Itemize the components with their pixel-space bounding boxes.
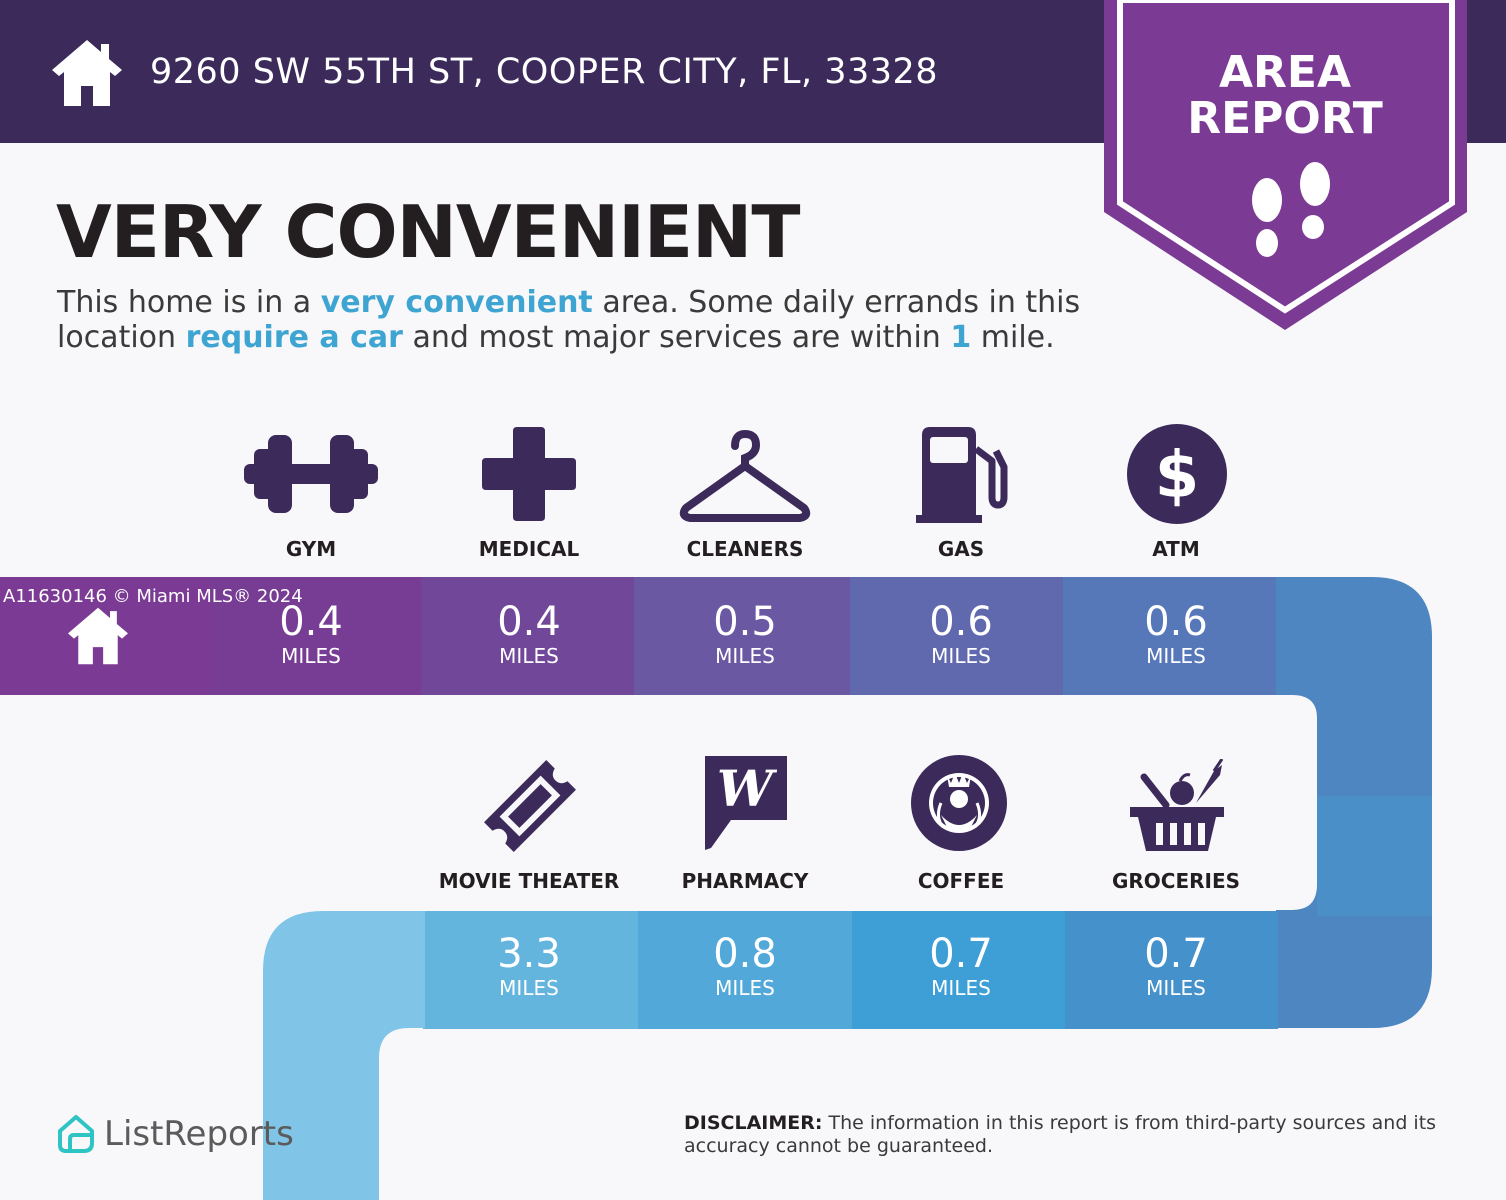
road-segment <box>1063 577 1278 695</box>
road-segment <box>850 577 1065 695</box>
distance-unit: MILES <box>499 976 559 1000</box>
distance-unit: MILES <box>715 644 775 668</box>
road-segment <box>423 911 638 1029</box>
distance-value: 0.4 <box>497 599 561 645</box>
road-segment <box>1063 911 1278 1029</box>
dollar-icon: $ <box>1127 424 1227 524</box>
distance-medical: 0.4 MILES <box>429 600 629 668</box>
area-report-badge <box>1104 0 1467 330</box>
desc-highlight: very convenient <box>320 285 593 320</box>
grocery-basket-icon <box>1130 759 1224 851</box>
distance-value: 0.6 <box>929 599 993 645</box>
amenity-label-movie-theater: MOVIE THEATER <box>438 869 620 893</box>
description: This home is in a very convenient area. … <box>57 285 1117 355</box>
amenity-label-pharmacy: PHARMACY <box>681 869 809 893</box>
desc-highlight: require a car <box>185 320 403 355</box>
badge-line-1: AREA <box>1218 47 1352 98</box>
distance-value: 0.5 <box>713 599 777 645</box>
area-report-title: AREA REPORT <box>1140 50 1430 142</box>
footprints-icon <box>1252 162 1330 257</box>
distance-cleaners: 0.5 MILES <box>645 600 845 668</box>
amenity-label-gym: GYM <box>285 537 337 561</box>
road-segment <box>210 577 423 695</box>
mls-watermark: A11630146 © Miami MLS® 2024 <box>3 586 303 607</box>
distance-value: 0.4 <box>279 599 343 645</box>
distance-unit: MILES <box>715 976 775 1000</box>
hanger-icon <box>679 429 811 522</box>
amenity-label-cleaners: CLEANERS <box>686 537 804 561</box>
badge-line-2: REPORT <box>1187 93 1383 144</box>
distance-value: 0.8 <box>713 931 777 977</box>
svg-text:$: $ <box>1155 439 1200 513</box>
property-address: 9260 SW 55TH ST, COOPER CITY, FL, 33328 <box>150 52 939 92</box>
brand-name: ListReports <box>104 1114 294 1154</box>
distance-unit: MILES <box>1146 976 1206 1000</box>
distance-value: 0.7 <box>1144 931 1208 977</box>
coffee-logo-icon <box>911 755 1007 851</box>
svg-text:W: W <box>717 759 778 818</box>
distance-coffee: 0.7 MILES <box>861 932 1061 1000</box>
distance-unit: MILES <box>931 976 991 1000</box>
amenity-label-gas: GAS <box>937 537 985 561</box>
badge-border <box>1117 0 1455 314</box>
distance-unit: MILES <box>281 644 341 668</box>
road-curve-mid <box>1317 796 1432 916</box>
distance-movie-theater: 3.3 MILES <box>429 932 629 1000</box>
disclaimer-text: The information in this report is from t… <box>684 1112 1437 1157</box>
distance-unit: MILES <box>1146 644 1206 668</box>
gas-pump-icon <box>916 427 1008 523</box>
road-segment <box>421 577 636 695</box>
amenity-label-atm: ATM <box>1152 537 1200 561</box>
amenity-label-medical: MEDICAL <box>478 537 580 561</box>
road-segment <box>850 911 1065 1029</box>
desc-part: area. Some daily errands in this locatio… <box>57 285 1081 355</box>
distance-groceries: 0.7 MILES <box>1076 932 1276 1000</box>
disclaimer: DISCLAIMER: The information in this repo… <box>684 1112 1484 1158</box>
desc-highlight: 1 <box>950 320 972 355</box>
road-curve-left <box>263 911 425 1200</box>
distance-value: 0.7 <box>929 931 993 977</box>
disclaimer-label: DISCLAIMER: <box>684 1112 823 1134</box>
convenience-rating: VERY CONVENIENT <box>56 190 800 274</box>
medical-cross-icon <box>482 427 576 521</box>
ticket-icon <box>484 760 576 852</box>
distance-gym: 0.4 MILES <box>211 600 411 668</box>
distance-atm: 0.6 MILES <box>1076 600 1276 668</box>
distance-unit: MILES <box>499 644 559 668</box>
road-segment <box>634 577 852 695</box>
distance-pharmacy: 0.8 MILES <box>645 932 845 1000</box>
listreports-logo-icon <box>58 1115 94 1153</box>
amenity-label-coffee: COFFEE <box>917 869 1005 893</box>
desc-part: mile. <box>971 320 1055 355</box>
desc-part: and most major services are within <box>402 320 951 355</box>
desc-part: This home is in a <box>57 285 321 320</box>
distance-unit: MILES <box>931 644 991 668</box>
dumbbell-icon <box>244 435 378 513</box>
distance-value: 0.6 <box>1144 599 1208 645</box>
home-marker-icon <box>68 607 128 665</box>
distance-gas: 0.6 MILES <box>861 600 1061 668</box>
road-segment <box>636 911 852 1029</box>
pharmacy-logo-icon: W <box>705 756 787 850</box>
amenity-label-groceries: GROCERIES <box>1111 869 1241 893</box>
distance-value: 3.3 <box>497 931 561 977</box>
home-icon <box>52 40 122 106</box>
